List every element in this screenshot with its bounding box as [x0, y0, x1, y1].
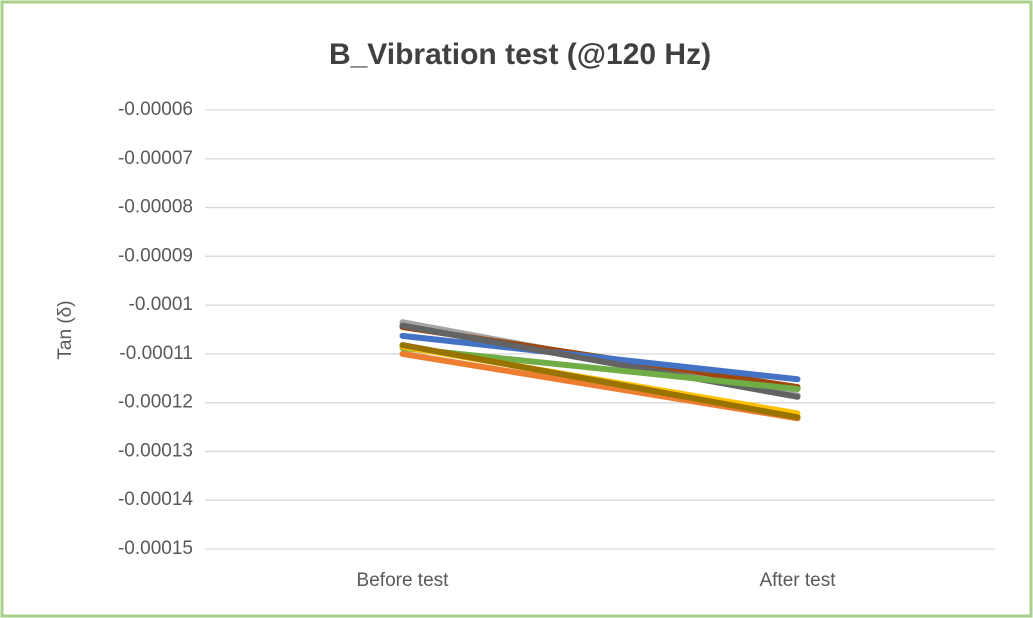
y-tick-label: -0.00013 [118, 440, 193, 461]
y-tick-label: -0.00007 [118, 148, 193, 169]
series-line [399, 332, 801, 383]
x-tick-label: Before test [357, 570, 450, 591]
y-axis-label: Tan (δ) [55, 300, 76, 359]
y-tick-label: -0.00008 [118, 197, 193, 218]
y-tick-label: -0.0001 [129, 294, 193, 315]
y-tick-label: -0.00012 [118, 392, 193, 413]
y-tick-label: -0.00014 [118, 489, 193, 510]
y-tick-label: -0.00009 [118, 245, 193, 266]
y-tick-label: -0.00011 [119, 343, 193, 364]
y-tick-label: -0.00006 [118, 99, 193, 120]
series-line [399, 342, 801, 421]
y-tick-label: -0.00015 [118, 538, 193, 559]
x-tick-label: After test [759, 570, 836, 591]
chart-title: B_Vibration test (@120 Hz) [329, 38, 711, 71]
